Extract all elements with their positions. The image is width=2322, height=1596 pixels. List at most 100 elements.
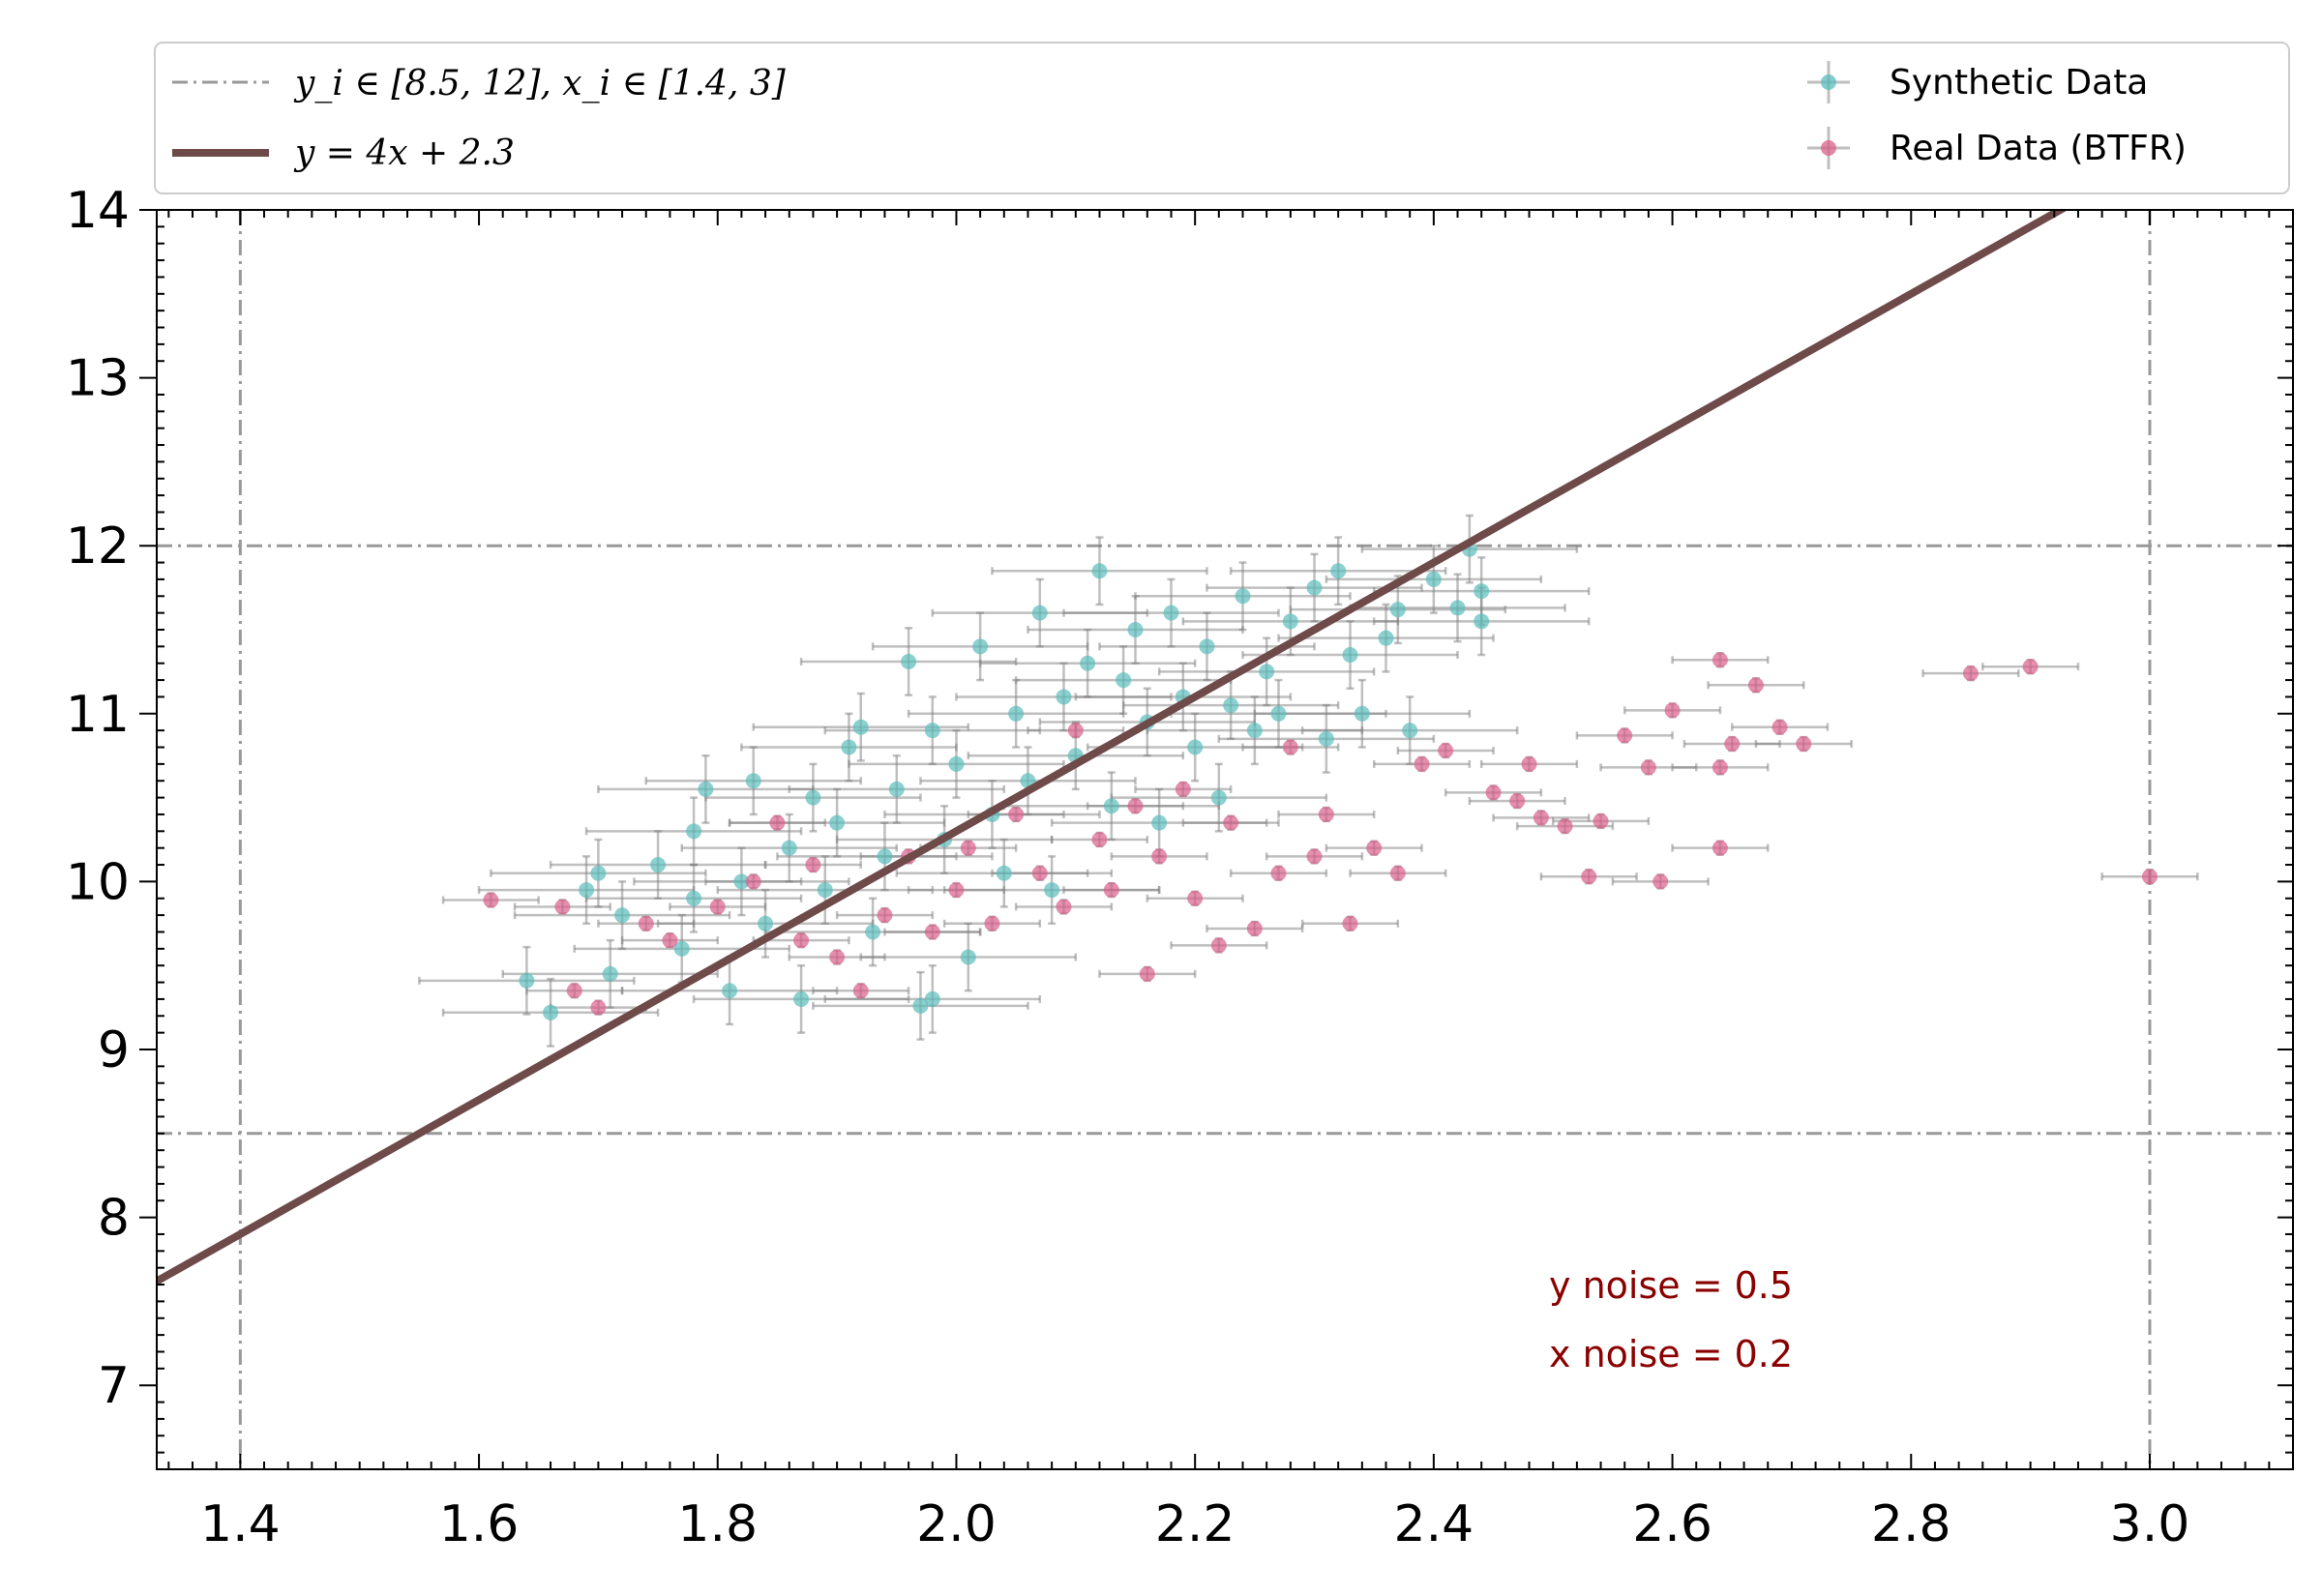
legend-frame [154, 42, 2290, 194]
synthetic-point-41 [1080, 655, 1096, 671]
synthetic-point-14 [758, 915, 774, 931]
axis-ticks [139, 209, 2294, 1470]
y-tick-label-1: 8 [98, 1190, 130, 1248]
synthetic-point-58 [1282, 613, 1298, 630]
real-point-7 [745, 873, 761, 890]
axis-tick-labels: 1.4 1.6 1.8 2.0 2.2 2.4 2.6 2.8 3.0 7 8 9 10 11 12 13 14 [66, 182, 2190, 1553]
real-point-5 [662, 932, 678, 949]
synthetic-point-38 [1044, 882, 1060, 899]
real-point-19 [1008, 806, 1025, 822]
y-tick-label-4: 11 [66, 686, 130, 744]
real-point-21 [1056, 899, 1072, 915]
synthetic-point-66 [1402, 723, 1418, 739]
synthetic-point-25 [901, 653, 917, 669]
real-point-31 [1223, 814, 1239, 831]
real-point-40 [1414, 755, 1430, 772]
real-point-23 [1091, 832, 1108, 847]
real-point-58 [1771, 719, 1788, 735]
real-point-42 [1485, 784, 1502, 801]
synthetic-point-20 [841, 739, 857, 755]
real-point-61 [2022, 659, 2039, 675]
synthetic-point-13 [745, 773, 761, 789]
real-point-33 [1270, 865, 1287, 881]
y-tick-label-2: 9 [98, 1021, 130, 1079]
synthetic-point-39 [1056, 689, 1072, 705]
fit-line [157, 210, 2069, 1286]
annotation-y-noise: y noise = 0.5 [1549, 1264, 1793, 1307]
real-point-11 [829, 949, 846, 965]
x-tick-label-0: 1.4 [200, 1495, 281, 1553]
x-tick-label-6: 2.6 [1632, 1495, 1712, 1553]
real-point-45 [1533, 810, 1549, 826]
synthetic-point-60 [1318, 730, 1334, 747]
synthetic-point-48 [1163, 605, 1179, 621]
synthetic-point-65 [1389, 602, 1406, 618]
real-point-39 [1389, 865, 1406, 881]
synthetic-point-44 [1116, 672, 1132, 689]
real-point-43 [1509, 793, 1526, 810]
error-bars [418, 514, 2199, 1048]
synthetic-point-56 [1259, 664, 1275, 680]
synthetic-point-70 [1474, 613, 1490, 630]
real-point-50 [1640, 759, 1656, 776]
synthetic-point-28 [924, 723, 940, 739]
synthetic-point-62 [1342, 647, 1358, 664]
synthetic-point-57 [1270, 705, 1287, 722]
y-tick-label-7: 14 [66, 182, 130, 240]
real-point-35 [1306, 848, 1323, 865]
real-point-41 [1438, 742, 1454, 758]
synthetic-point-53 [1223, 697, 1239, 714]
synthetic-point-32 [972, 638, 989, 655]
synthetic-point-47 [1151, 814, 1168, 831]
synthetic-point-6 [650, 857, 667, 873]
y-tick-label-5: 12 [66, 517, 130, 576]
real-point-22 [1067, 723, 1084, 739]
y-tick-label-3: 10 [66, 853, 130, 911]
synthetic-point-35 [1008, 705, 1025, 722]
real-point-52 [1664, 702, 1681, 719]
synthetic-point-12 [733, 873, 750, 890]
real-point-54 [1712, 759, 1728, 776]
real-point-26 [1139, 965, 1155, 982]
synthetic-point-26 [912, 997, 929, 1014]
synthetic-point-15 [781, 840, 797, 856]
legend-label-real: Real Data (BTFR) [1890, 129, 2187, 168]
real-point-49 [1617, 727, 1633, 744]
synthetic-point-2 [579, 882, 595, 899]
real-point-16 [948, 882, 965, 899]
synthetic-point-21 [852, 719, 869, 735]
synthetic-point-24 [888, 781, 905, 797]
real-point-55 [1712, 652, 1728, 668]
synthetic-point-34 [996, 865, 1012, 881]
real-point-48 [1593, 813, 1609, 829]
real-point-59 [1796, 736, 1812, 753]
synthetic-point-61 [1330, 563, 1347, 579]
synthetic-point-42 [1091, 563, 1108, 579]
real-point-3 [590, 999, 607, 1016]
x-tick-label-2: 1.8 [677, 1495, 758, 1553]
real-point-20 [1031, 865, 1048, 881]
synthetic-point-55 [1246, 723, 1263, 739]
noise-annotation: y noise = 0.5 x noise = 0.2 [1549, 1264, 1793, 1375]
synthetic-point-59 [1306, 579, 1323, 596]
legend-label-fit-line: y = 4x + 2.3 [293, 133, 515, 173]
x-tick-label-7: 2.8 [1871, 1495, 1951, 1553]
real-point-2 [566, 983, 582, 999]
real-point-12 [852, 983, 869, 999]
real-point-57 [1747, 677, 1764, 694]
x-tick-label-3: 2.0 [916, 1495, 997, 1553]
synthetic-point-10 [698, 781, 714, 797]
real-point-47 [1581, 869, 1597, 885]
real-point-36 [1318, 806, 1334, 822]
synthetic-point-0 [519, 972, 535, 989]
synthetic-point-3 [590, 865, 607, 881]
real-point-0 [483, 892, 499, 908]
y-tick-label-6: 13 [66, 350, 130, 408]
synthetic-point-43 [1103, 798, 1119, 814]
real-point-17 [960, 840, 976, 856]
synthetic-point-64 [1378, 630, 1394, 646]
annotation-x-noise: x noise = 0.2 [1549, 1333, 1793, 1375]
reference-lines [157, 210, 2293, 1469]
x-tick-label-4: 2.2 [1155, 1495, 1235, 1553]
